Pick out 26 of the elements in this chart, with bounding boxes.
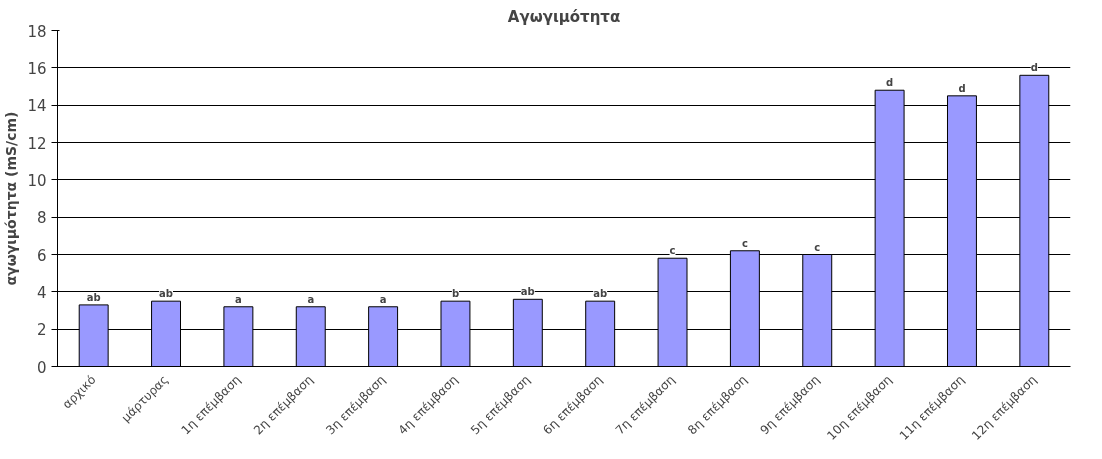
data-label: ab bbox=[520, 286, 535, 298]
y-tick-label: 16 bbox=[27, 59, 47, 78]
data-label: c bbox=[814, 241, 821, 253]
data-label: d bbox=[886, 77, 894, 89]
data-label: ab bbox=[159, 288, 173, 300]
data-label: ab bbox=[86, 291, 101, 303]
y-tick-label: 4 bbox=[36, 283, 47, 302]
y-tick-label: 8 bbox=[36, 209, 47, 228]
data-label: ab bbox=[593, 288, 608, 300]
data-label: a bbox=[307, 293, 315, 305]
y-tick-label: 10 bbox=[27, 171, 47, 190]
chart-title: Αγωγιμότητα bbox=[507, 7, 621, 26]
y-tick-label: 14 bbox=[27, 97, 47, 116]
y-tick-label: 12 bbox=[27, 134, 47, 153]
data-label: d bbox=[1030, 62, 1038, 74]
data-label: a bbox=[235, 293, 242, 305]
y-axis-title: αγωγιμότητα (mS/cm) bbox=[3, 111, 20, 286]
y-tick-label: 18 bbox=[27, 22, 47, 41]
data-label: a bbox=[379, 293, 387, 305]
data-label: b bbox=[451, 288, 460, 300]
y-tick-label: 6 bbox=[36, 246, 47, 265]
y-tick-label: 2 bbox=[36, 321, 47, 340]
data-label: c bbox=[669, 245, 676, 257]
data-label: d bbox=[958, 82, 966, 94]
data-label: c bbox=[741, 237, 748, 249]
y-tick-label: 0 bbox=[36, 358, 47, 377]
